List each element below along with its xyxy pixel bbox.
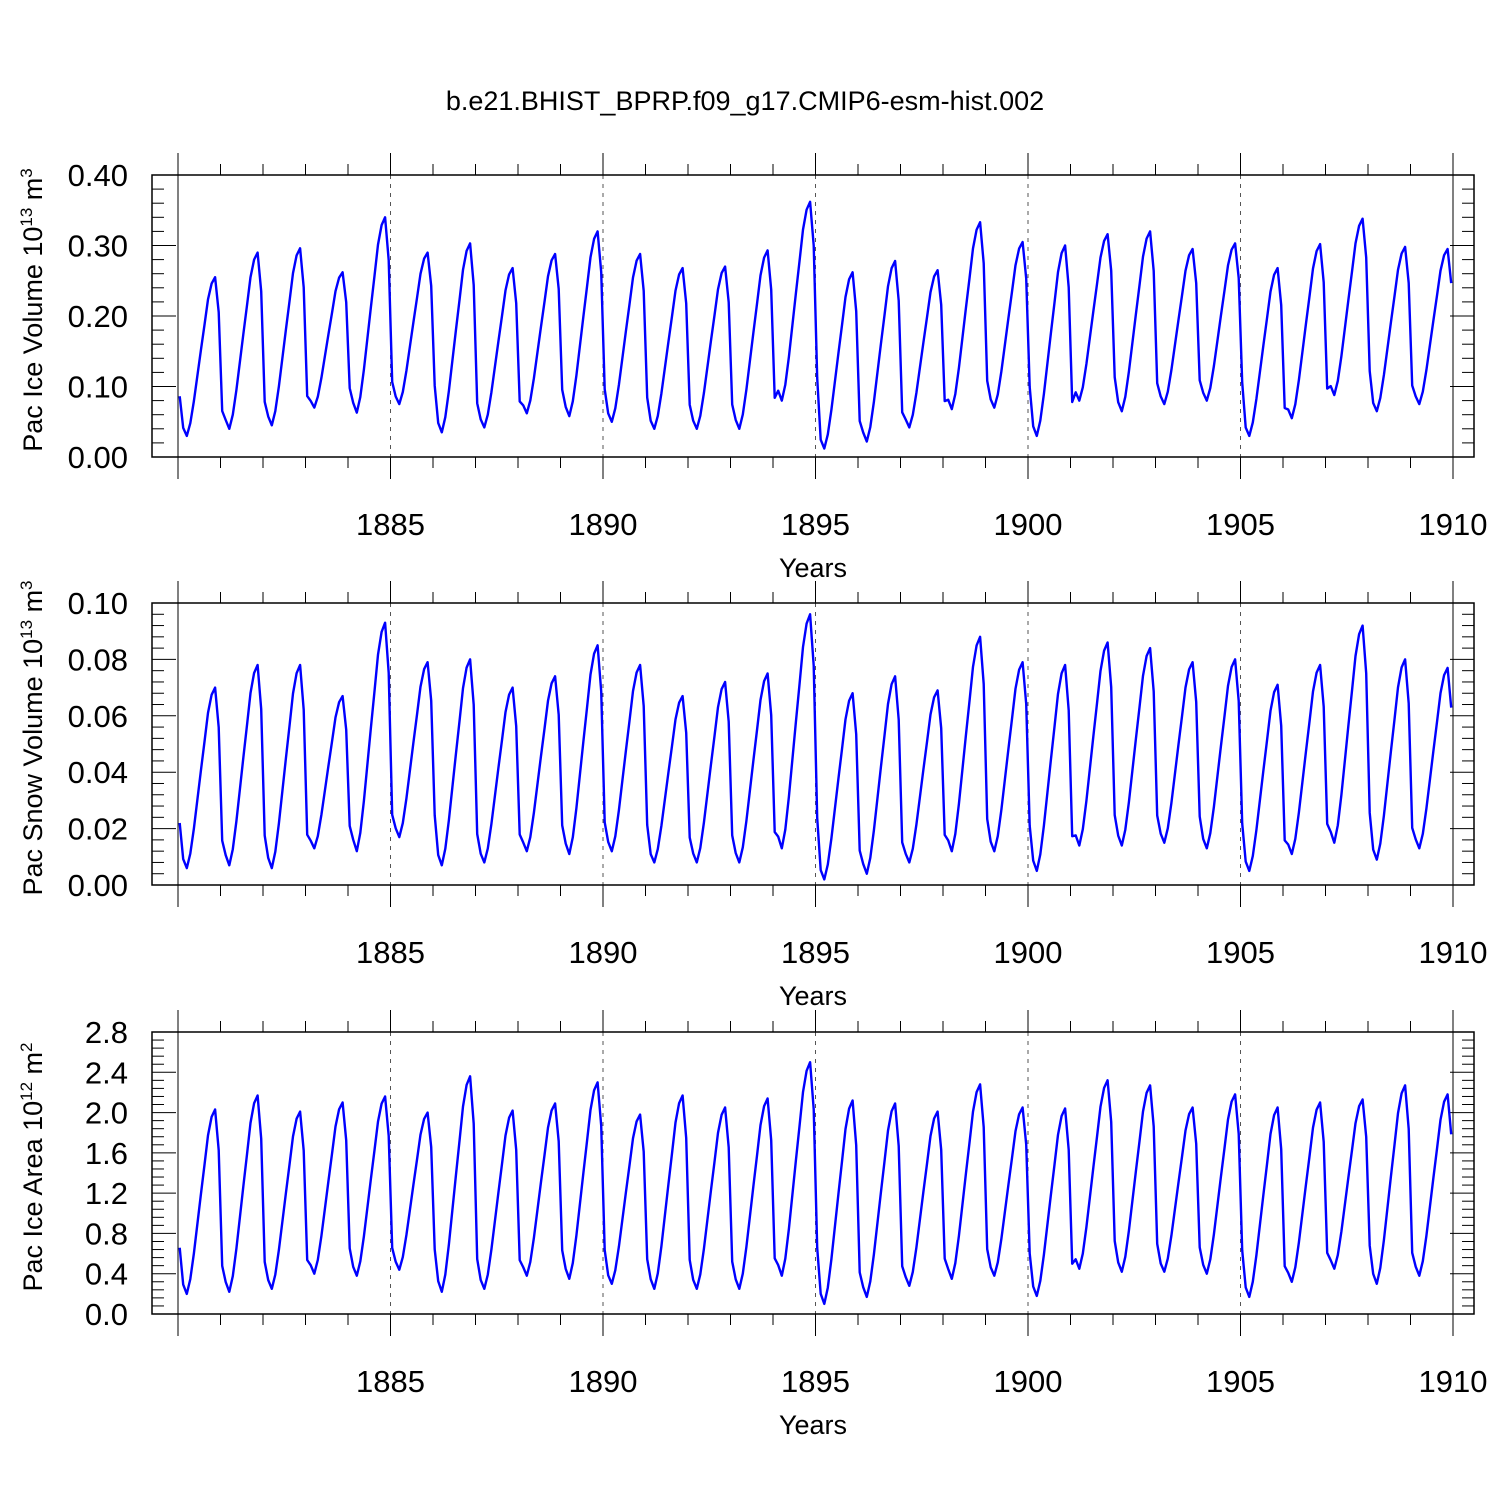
x-tick-labels: 1885 1890 1895 1900 1905 1910 — [356, 1364, 1487, 1399]
y-axis-title: Pac Ice Volume 1013 m3 — [17, 168, 48, 452]
x-tick-label: 1910 — [1419, 1364, 1488, 1399]
plot-border — [151, 1031, 1475, 1315]
minor-ticks — [152, 153, 1474, 479]
panel-ice-volume: 0.00 0.10 0.20 0.30 0.40 1885 1890 1895 1900 190… — [17, 153, 1487, 583]
y-axis-title: Pac Snow Volume 1013 m3 — [17, 580, 48, 895]
minor-ticks — [152, 1010, 1474, 1336]
series-line — [178, 1061, 1453, 1306]
y-tick-label: 0.40 — [68, 158, 128, 193]
plot-frame — [151, 602, 1475, 886]
year-reference-lines — [390, 1032, 1241, 1314]
year-reference-lines — [390, 603, 1241, 885]
y-tick-label: 0.00 — [68, 868, 128, 903]
y-tick-label: 2.0 — [85, 1096, 128, 1131]
y-axis-title-unit: m — [18, 1052, 48, 1082]
x-tick-label: 1895 — [781, 935, 850, 970]
y-tick-label: 0.02 — [68, 812, 128, 847]
y-tick-label: 0.8 — [85, 1216, 128, 1251]
y-axis-title-main: Pac Snow Volume 10 — [18, 639, 48, 896]
x-axis-title: Years — [779, 553, 847, 583]
series-line — [178, 613, 1453, 881]
ice-area-series — [178, 1061, 1453, 1306]
x-tick-label: 1885 — [356, 935, 425, 970]
y-axis-title-unit-exponent: 3 — [17, 580, 36, 589]
y-axis-title-unit-exponent: 2 — [17, 1042, 36, 1051]
x-tick-label: 1890 — [569, 935, 638, 970]
x-tick-label: 1910 — [1419, 935, 1488, 970]
plot-frame — [151, 1031, 1475, 1315]
y-tick-label: 0.0 — [85, 1297, 128, 1332]
x-tick-label: 1910 — [1419, 507, 1488, 542]
y-tick-label: 0.06 — [68, 699, 128, 734]
x-tick-labels: 1885 1890 1895 1900 1905 1910 — [356, 935, 1487, 970]
series-line — [178, 200, 1453, 450]
y-tick-label: 0.10 — [68, 586, 128, 621]
ice-volume-series — [178, 200, 1453, 450]
x-tick-label: 1885 — [356, 1364, 425, 1399]
x-tick-label: 1890 — [569, 507, 638, 542]
x-tick-label: 1905 — [1206, 507, 1275, 542]
x-tick-label: 1900 — [994, 935, 1063, 970]
x-tick-label: 1890 — [569, 1364, 638, 1399]
minor-ticks — [152, 581, 1474, 907]
figure-title: b.e21.BHIST_BPRP.f09_g17.CMIP6-esm-hist.… — [446, 86, 1044, 116]
x-tick-label: 1900 — [994, 507, 1063, 542]
year-reference-lines — [390, 175, 1241, 457]
y-tick-label: 2.4 — [85, 1055, 128, 1090]
y-tick-label: 0.00 — [68, 440, 128, 475]
y-axis-title-exponent: 13 — [17, 620, 36, 639]
y-tick-label: 0.30 — [68, 229, 128, 264]
y-tick-label: 2.8 — [85, 1015, 128, 1050]
panel-ice-area: 0.0 0.4 0.8 1.2 1.6 2.0 2.4 2.8 1885 1890 1895 190… — [17, 1010, 1487, 1440]
plot-frame — [151, 174, 1475, 458]
y-tick-label: 0.04 — [68, 755, 128, 790]
y-axis-title-main: Pac Ice Volume 10 — [18, 227, 48, 452]
panel-snow-volume: 0.00 0.02 0.04 0.06 0.08 0.10 1885 1890 1895 190… — [17, 580, 1487, 1011]
y-tick-label: 1.6 — [85, 1136, 128, 1171]
x-tick-label: 1885 — [356, 507, 425, 542]
y-axis-title-main: Pac Ice Area 10 — [18, 1101, 48, 1292]
y-axis-title: Pac Ice Area 1012 m2 — [17, 1042, 48, 1291]
y-axis-title-unit: m — [18, 590, 48, 620]
x-tick-label: 1905 — [1206, 935, 1275, 970]
y-axis-title-exponent: 12 — [17, 1082, 36, 1101]
y-axis-title-unit: m — [18, 178, 48, 208]
plot-border — [151, 602, 1475, 886]
y-tick-labels: 0.0 0.4 0.8 1.2 1.6 2.0 2.4 2.8 — [85, 1015, 128, 1332]
x-tick-label: 1895 — [781, 1364, 850, 1399]
y-tick-labels: 0.00 0.02 0.04 0.06 0.08 0.10 — [68, 586, 128, 903]
y-tick-label: 0.10 — [68, 370, 128, 405]
x-tick-labels: 1885 1890 1895 1900 1905 1910 — [356, 507, 1487, 542]
y-tick-label: 0.20 — [68, 299, 128, 334]
y-tick-labels: 0.00 0.10 0.20 0.30 0.40 — [68, 158, 128, 475]
plot-border — [151, 174, 1475, 458]
y-tick-label: 0.08 — [68, 642, 128, 677]
y-tick-label: 0.4 — [85, 1257, 128, 1292]
snow-volume-series — [178, 613, 1453, 881]
x-tick-label: 1905 — [1206, 1364, 1275, 1399]
x-axis-title: Years — [779, 1410, 847, 1440]
x-axis-title: Years — [779, 981, 847, 1011]
y-tick-label: 1.2 — [85, 1176, 128, 1211]
x-tick-label: 1895 — [781, 507, 850, 542]
y-axis-title-unit-exponent: 3 — [17, 168, 36, 177]
x-tick-label: 1900 — [994, 1364, 1063, 1399]
y-axis-title-exponent: 13 — [17, 208, 36, 227]
